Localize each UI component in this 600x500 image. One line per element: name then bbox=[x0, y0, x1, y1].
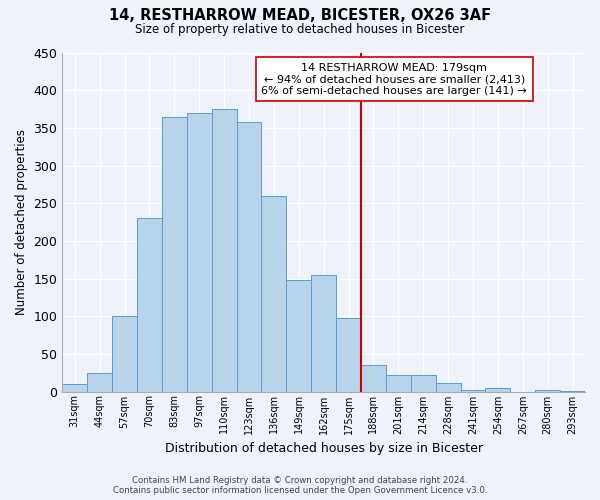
Bar bbox=[286, 280, 311, 392]
Bar bbox=[311, 274, 336, 392]
Bar bbox=[411, 375, 436, 392]
Bar bbox=[461, 390, 485, 392]
Text: 14 RESTHARROW MEAD: 179sqm
← 94% of detached houses are smaller (2,413)
6% of se: 14 RESTHARROW MEAD: 179sqm ← 94% of deta… bbox=[262, 62, 527, 96]
Bar bbox=[386, 375, 411, 392]
Bar bbox=[112, 316, 137, 392]
Bar bbox=[87, 372, 112, 392]
Bar bbox=[62, 384, 87, 392]
Y-axis label: Number of detached properties: Number of detached properties bbox=[15, 129, 28, 315]
Bar bbox=[336, 318, 361, 392]
Bar bbox=[560, 391, 585, 392]
Bar bbox=[436, 383, 461, 392]
Bar bbox=[236, 122, 262, 392]
Bar bbox=[361, 365, 386, 392]
X-axis label: Distribution of detached houses by size in Bicester: Distribution of detached houses by size … bbox=[164, 442, 482, 455]
Bar bbox=[485, 388, 511, 392]
Text: 14, RESTHARROW MEAD, BICESTER, OX26 3AF: 14, RESTHARROW MEAD, BICESTER, OX26 3AF bbox=[109, 8, 491, 22]
Bar bbox=[137, 218, 162, 392]
Text: Size of property relative to detached houses in Bicester: Size of property relative to detached ho… bbox=[136, 22, 464, 36]
Bar bbox=[262, 196, 286, 392]
Bar bbox=[187, 113, 212, 392]
Bar bbox=[162, 116, 187, 392]
Text: Contains HM Land Registry data © Crown copyright and database right 2024.
Contai: Contains HM Land Registry data © Crown c… bbox=[113, 476, 487, 495]
Bar bbox=[535, 390, 560, 392]
Bar bbox=[212, 109, 236, 392]
